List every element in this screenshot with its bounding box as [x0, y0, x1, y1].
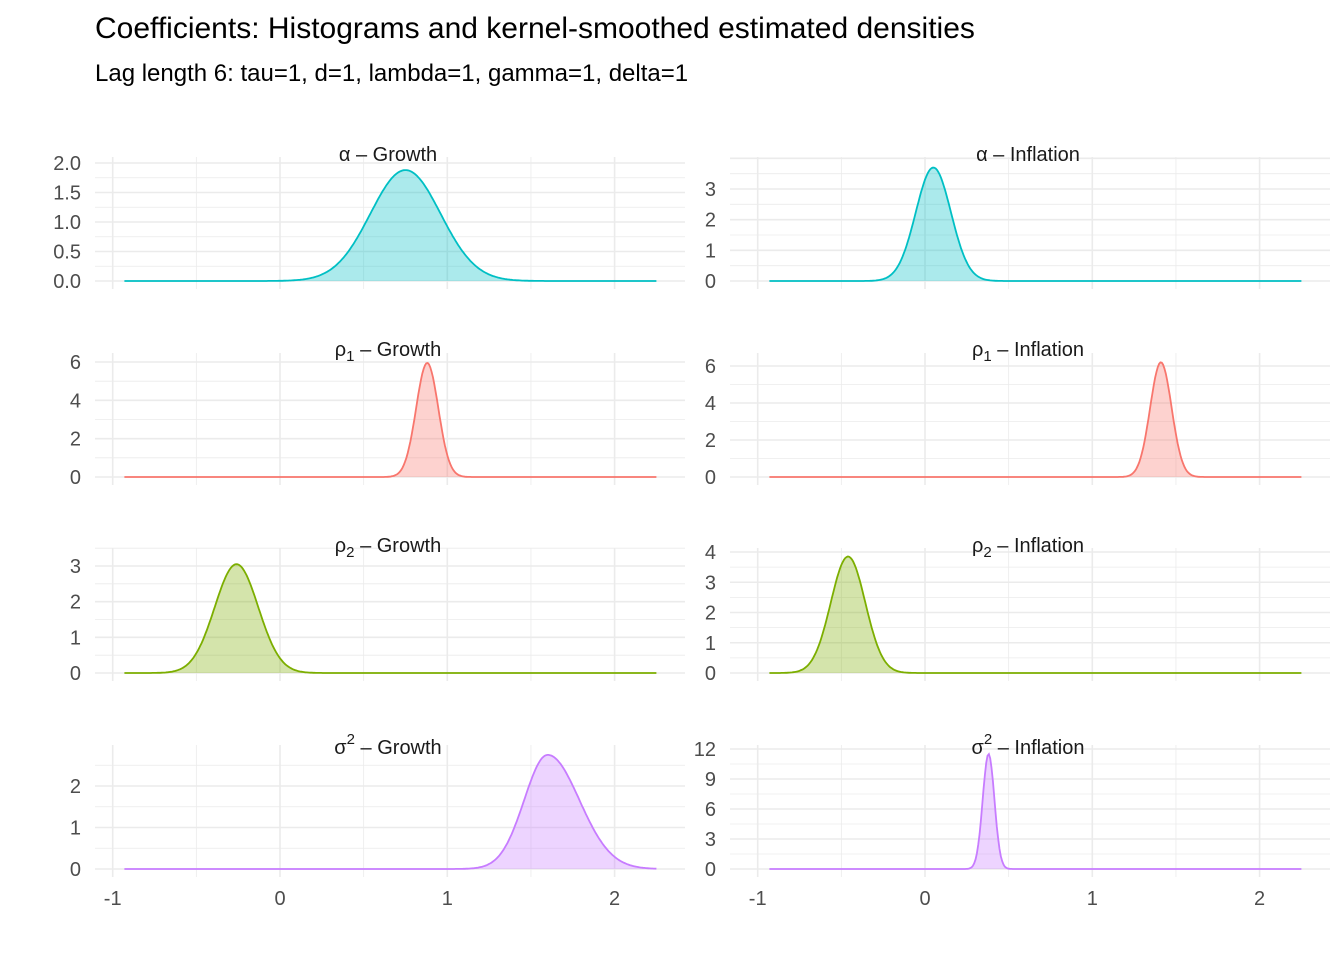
density-line	[769, 166, 1302, 282]
y-tick-label: 1	[70, 627, 81, 649]
facet-strip-label: σ2 – Inflation	[972, 731, 1085, 759]
x-tick-label: 0	[274, 888, 285, 910]
chart-title: Coefficients: Histograms and kernel-smoo…	[95, 12, 975, 45]
y-tick-label: 0	[705, 271, 716, 293]
y-tick-label: 1.5	[53, 183, 81, 205]
facet-strip-label: α – Growth	[339, 144, 437, 166]
x-tick-label: 1	[1087, 888, 1098, 910]
y-tick-label: 4	[705, 393, 716, 415]
y-tick-label: 2	[70, 592, 81, 614]
histogram-fill	[124, 754, 657, 869]
y-tick-label: 3	[705, 179, 716, 201]
y-tick-label: 2	[70, 776, 81, 798]
y-tick-label: 12	[694, 739, 716, 761]
y-tick-label: 2	[705, 430, 716, 452]
y-tick-label: 6	[70, 352, 81, 374]
y-tick-label: 2.0	[53, 153, 81, 175]
x-tick-label: 2	[609, 888, 620, 910]
density-line	[124, 754, 657, 870]
y-tick-label: 0	[705, 663, 716, 685]
histogram-fill	[124, 170, 657, 281]
density-line	[769, 555, 1302, 674]
y-tick-label: 2	[70, 429, 81, 451]
facet-strip-label: ρ2 – Growth	[335, 535, 441, 561]
panel-rho2-growth: 0 1 2 3 ρ2 – Growth	[70, 535, 685, 685]
y-tick-label: 0	[70, 663, 81, 685]
density-line	[124, 362, 657, 478]
panel-rho2-inflation: 0 1 2 3 4 ρ2 – Inflation	[705, 535, 1330, 685]
panel-rho1-inflation: 0 2 4 6 ρ1 – Inflation	[705, 339, 1330, 489]
histogram-fill	[124, 564, 657, 673]
y-tick-label: 0.0	[53, 271, 81, 293]
y-tick-label: 3	[705, 572, 716, 594]
histogram-fill	[769, 556, 1302, 673]
y-tick-label: 9	[705, 769, 716, 791]
facet-strip-label: σ2 – Growth	[334, 731, 441, 759]
y-tick-label: 0	[70, 467, 81, 489]
y-tick-label: 1	[705, 240, 716, 262]
density-line	[124, 169, 657, 282]
y-tick-label: 1.0	[53, 212, 81, 234]
panel-alpha-growth: 0.0 0.5 1.0 1.5 2.0 α – Growth	[53, 144, 685, 293]
y-tick-label: 0.5	[53, 242, 81, 264]
chart-subtitle: Lag length 6: tau=1, d=1, lambda=1, gamm…	[95, 60, 689, 87]
histogram-fill	[124, 363, 657, 477]
density-line	[769, 361, 1302, 478]
panel-sigma2-growth: 0 1 2 σ2 – Growth -1 0 1 2	[70, 731, 685, 910]
y-tick-label: 1	[705, 633, 716, 655]
facet-strip-label: α – Inflation	[976, 144, 1080, 166]
y-tick-label: 6	[705, 356, 716, 378]
facet-strip-label: ρ1 – Inflation	[972, 339, 1084, 365]
facet-strip-label: ρ1 – Growth	[335, 339, 441, 365]
histogram-fill	[769, 362, 1302, 477]
x-tick-label: -1	[104, 888, 122, 910]
y-tick-label: 2	[705, 603, 716, 625]
histogram-fill	[769, 754, 1302, 869]
y-tick-label: 0	[70, 859, 81, 881]
y-tick-label: 1	[70, 818, 81, 840]
y-tick-label: 3	[70, 556, 81, 578]
histogram-fill	[769, 167, 1302, 281]
density-line	[124, 563, 657, 674]
y-tick-label: 4	[70, 390, 81, 412]
y-tick-label: 3	[705, 829, 716, 851]
y-tick-label: 0	[705, 467, 716, 489]
x-tick-label: 2	[1254, 888, 1265, 910]
x-tick-label: 1	[442, 888, 453, 910]
x-tick-label: 0	[919, 888, 930, 910]
panel-rho1-growth: 0 2 4 6 ρ1 – Growth	[70, 339, 685, 489]
y-tick-label: 6	[705, 799, 716, 821]
facet-strip-label: ρ2 – Inflation	[972, 535, 1084, 561]
density-line	[769, 752, 1302, 870]
y-tick-label: 4	[705, 542, 716, 564]
y-tick-label: 0	[705, 859, 716, 881]
y-tick-label: 2	[705, 210, 716, 232]
x-tick-label: -1	[749, 888, 767, 910]
panel-alpha-inflation: 0 1 2 3 α – Inflation	[705, 144, 1330, 293]
